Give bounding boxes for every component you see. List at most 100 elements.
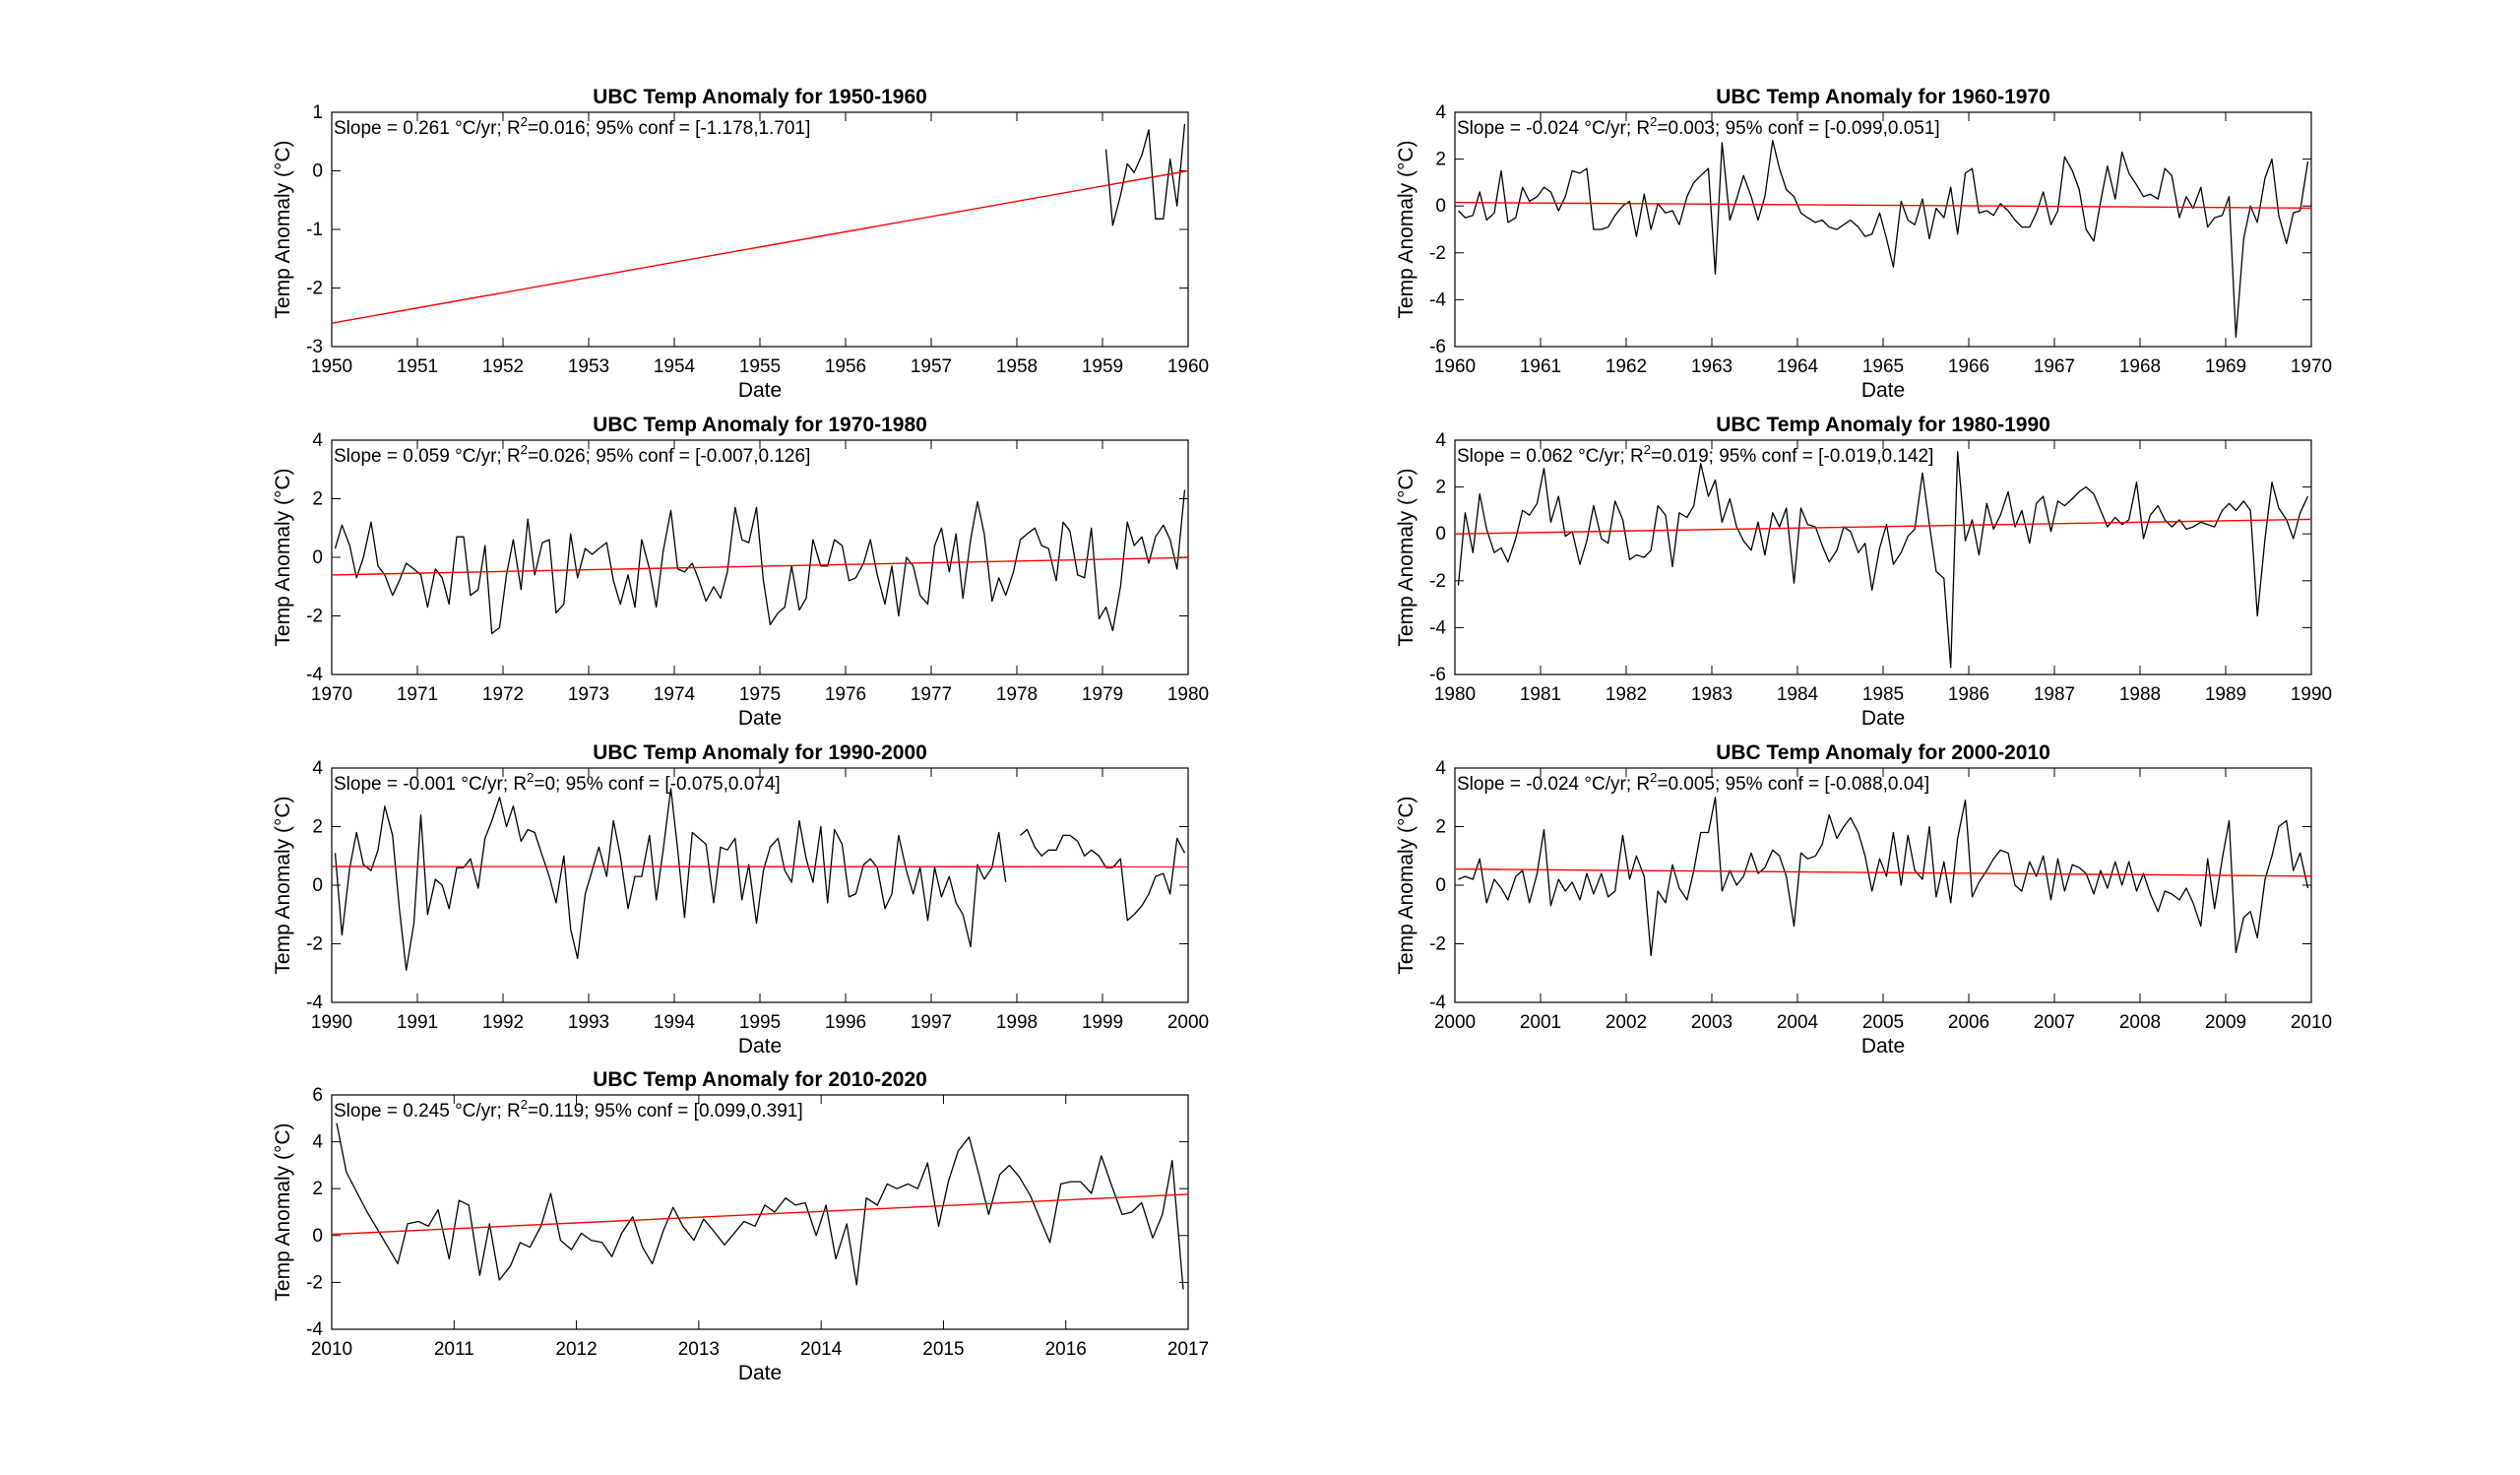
x-tick-label: 2010	[311, 1339, 352, 1360]
x-tick-label: 2003	[1691, 1012, 1732, 1033]
x-tick-label: 1967	[2034, 356, 2075, 377]
x-tick-label: 1990	[2291, 684, 2332, 705]
x-tick-label: 1971	[397, 684, 438, 705]
fit-line	[331, 169, 1189, 324]
y-tick-label: -2	[306, 934, 323, 955]
x-tick-label: 2007	[2034, 1012, 2075, 1033]
axes-frame	[1454, 439, 2312, 675]
x-tick-label: 1994	[654, 1012, 696, 1033]
x-tick-label: 1996	[825, 1012, 866, 1033]
x-tick-label: 1979	[1082, 684, 1123, 705]
x-tick-label: 2015	[922, 1339, 964, 1360]
x-tick-label: 2010	[2291, 1012, 2332, 1033]
x-tick-label: 1998	[996, 1012, 1038, 1033]
y-tick-label: -4	[1429, 993, 1446, 1013]
x-tick-label: 1986	[1948, 684, 1989, 705]
axes-frame	[1454, 111, 2312, 348]
axes-frame	[331, 1094, 1189, 1330]
x-tick-label: 2009	[2205, 1012, 2246, 1033]
x-tick-label: 1976	[825, 684, 866, 705]
series-line	[1457, 451, 2309, 669]
x-axis-label: Date	[738, 1035, 782, 1058]
series-line	[334, 788, 1007, 971]
fit-annotation: Slope = 0.062 °C/yr; R2=0.019; 95% conf …	[1457, 442, 1933, 467]
x-tick-label: 1978	[996, 684, 1038, 705]
y-tick-label: 0	[1435, 875, 1446, 896]
y-tick-label: 2	[312, 817, 323, 838]
x-tick-label: 2005	[1862, 1012, 1904, 1033]
y-tick-label: 2	[312, 1179, 323, 1199]
x-tick-label: 1959	[1082, 356, 1123, 377]
fit-annotation: Slope = 0.261 °C/yr; R2=0.016; 95% conf …	[334, 114, 810, 139]
y-axis-label: Temp Anomaly (°C)	[1395, 468, 1418, 646]
chart-title: UBC Temp Anomaly for 1980-1990	[1716, 414, 2050, 436]
x-tick-label: 1972	[482, 684, 524, 705]
fit-annotation: Slope = -0.024 °C/yr; R2=0.003; 95% conf…	[1457, 114, 1940, 139]
x-tick-label: 1964	[1777, 356, 1819, 377]
y-tick-label: -4	[306, 993, 323, 1013]
fit-line	[331, 1193, 1189, 1236]
x-tick-label: 1970	[2291, 356, 2332, 377]
x-tick-label: 1984	[1777, 684, 1819, 705]
x-tick-label: 1961	[1520, 356, 1561, 377]
fit-line	[1454, 867, 2312, 877]
y-tick-label: -6	[1429, 665, 1446, 685]
x-tick-label: 1954	[654, 356, 696, 377]
x-tick-label: 1993	[568, 1012, 609, 1033]
chart-title: UBC Temp Anomaly for 1970-1980	[593, 414, 927, 436]
x-tick-label: 1981	[1520, 684, 1561, 705]
y-axis-label: Temp Anomaly (°C)	[1395, 140, 1418, 318]
series-line	[1104, 123, 1186, 226]
x-tick-label: 1977	[911, 684, 952, 705]
x-tick-label: 1968	[2119, 356, 2161, 377]
y-axis-label: Temp Anomaly (°C)	[1395, 796, 1418, 974]
x-tick-label: 1975	[739, 684, 781, 705]
y-tick-label: -2	[306, 1272, 323, 1293]
x-tick-label: 1960	[1167, 356, 1209, 377]
chart-panel: 1990 1991 1992 1993 1994 1995 1996 1997 1998 1999…	[272, 741, 1209, 1058]
y-tick-label: 4	[312, 758, 323, 779]
series-line	[334, 489, 1186, 635]
x-tick-label: 1989	[2205, 684, 2246, 705]
axes-frame	[331, 767, 1189, 1003]
x-tick-label: 2001	[1520, 1012, 1561, 1033]
y-tick-label: 0	[312, 1226, 323, 1247]
x-tick-label: 2000	[1434, 1012, 1476, 1033]
y-tick-label: 0	[312, 547, 323, 568]
x-tick-label: 1962	[1606, 356, 1647, 377]
chart-title: UBC Temp Anomaly for 1960-1970	[1716, 86, 2050, 108]
x-tick-label: 2008	[2119, 1012, 2161, 1033]
x-tick-label: 1983	[1691, 684, 1732, 705]
y-tick-label: -4	[1429, 617, 1446, 638]
chart-title: UBC Temp Anomaly for 1990-2000	[593, 741, 927, 764]
x-tick-label: 1960	[1434, 356, 1476, 377]
x-axis-label: Date	[738, 707, 782, 730]
x-tick-label: 1969	[2205, 356, 2246, 377]
y-tick-label: 0	[312, 161, 323, 182]
y-tick-label: 1	[312, 102, 323, 123]
x-tick-label: 1985	[1862, 684, 1904, 705]
chart-panel: 2000 2001 2002 2003 2004 2005 2006 2007 2008 2009…	[1395, 741, 2332, 1058]
y-axis-label: Temp Anomaly (°C)	[272, 796, 294, 974]
y-tick-label: 0	[312, 875, 323, 896]
x-tick-label: 1988	[2119, 684, 2161, 705]
series-line	[336, 1122, 1184, 1290]
y-tick-label: -2	[306, 279, 323, 299]
x-tick-label: 2000	[1167, 1012, 1209, 1033]
x-tick-label: 2011	[434, 1339, 474, 1360]
y-tick-label: -2	[1429, 243, 1446, 264]
axes-frame	[331, 111, 1189, 348]
x-tick-label: 1987	[2034, 684, 2075, 705]
x-axis-label: Date	[1861, 707, 1905, 730]
x-tick-label: 1966	[1948, 356, 1989, 377]
x-tick-label: 2012	[555, 1339, 597, 1360]
y-tick-label: 4	[312, 1132, 323, 1153]
chart-panel: 1970 1971 1972 1973 1974 1975 1976 1977 1978 1979…	[272, 414, 1209, 730]
y-axis-label: Temp Anomaly (°C)	[272, 1122, 294, 1301]
x-tick-label: 1956	[825, 356, 866, 377]
y-tick-label: 2	[1435, 817, 1446, 838]
y-axis-label: Temp Anomaly (°C)	[272, 140, 294, 318]
x-tick-label: 1982	[1606, 684, 1647, 705]
axes-frame	[331, 439, 1189, 675]
x-tick-label: 1963	[1691, 356, 1732, 377]
